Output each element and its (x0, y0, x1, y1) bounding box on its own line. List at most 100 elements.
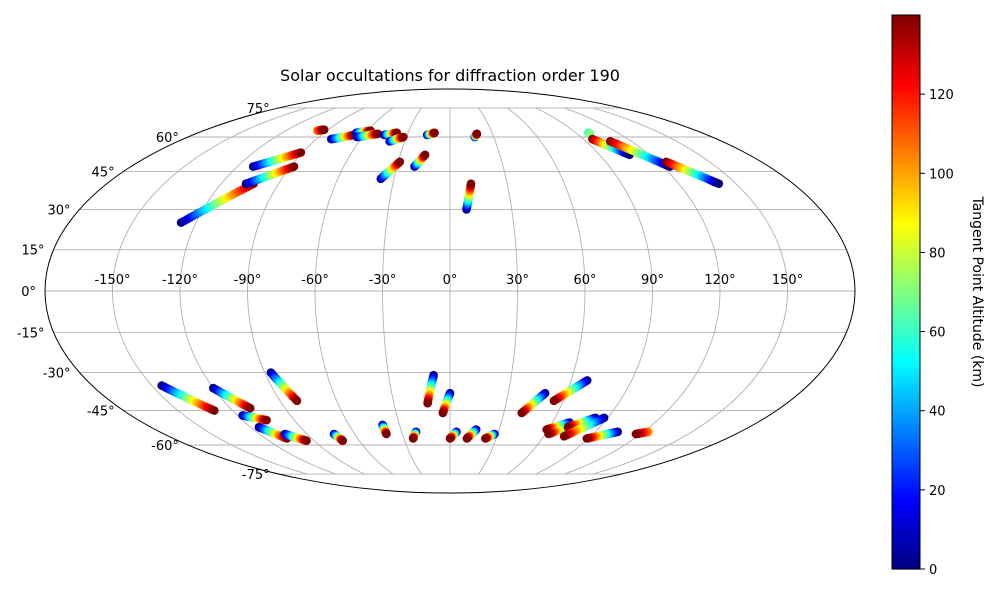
occultation-track (462, 179, 476, 214)
occultation-track (248, 148, 306, 171)
colorbar-segment (892, 386, 920, 392)
occultation-track (423, 370, 438, 408)
colorbar-segment (892, 208, 920, 214)
colorbar-segment (892, 169, 920, 174)
occultation-track (481, 429, 499, 443)
track-point (445, 434, 455, 443)
colorbar-segment (892, 398, 920, 404)
colorbar-segment (892, 474, 920, 479)
colorbar-segment (892, 454, 920, 459)
colorbar-segment (892, 323, 920, 329)
colorbar-segment (892, 236, 920, 242)
occultation-track (238, 411, 271, 425)
colorbar-segment (892, 347, 920, 352)
colorbar-segment (892, 240, 920, 246)
track-point (292, 396, 302, 406)
colorbar-tick-label: 100 (929, 167, 954, 182)
colorbar-segment (892, 319, 920, 325)
colorbar-segment (892, 355, 920, 360)
colorbar-segment (892, 307, 920, 313)
colorbar-segment (892, 70, 920, 75)
occultation-tracks (157, 125, 724, 446)
colorbar-segment (892, 426, 920, 432)
occultation-track (582, 427, 623, 443)
colorbar-segment (892, 549, 920, 554)
occultation-track (352, 129, 383, 142)
track-point (549, 396, 559, 406)
lon-tick-label: 150° (772, 273, 803, 288)
colorbar-segment (892, 200, 920, 206)
lat-tick-label: 15° (22, 244, 45, 259)
colorbar-tick-label: 80 (929, 246, 946, 261)
track-point (420, 150, 430, 160)
occultation-track (445, 427, 461, 443)
track-point (289, 162, 299, 171)
occultation-track (462, 425, 481, 443)
colorbar-segment (892, 359, 920, 364)
colorbar-segment (892, 86, 920, 91)
colorbar-segment (892, 252, 920, 257)
colorbar-segment (892, 367, 920, 372)
colorbar-segment (892, 50, 920, 56)
colorbar-segment (892, 450, 920, 455)
occultation-track (327, 130, 359, 144)
colorbar-segment (892, 529, 920, 534)
colorbar-segment (892, 466, 920, 471)
occultation-track (438, 388, 455, 418)
track-point (559, 432, 569, 441)
track-point (395, 157, 405, 167)
track-point (296, 148, 306, 157)
colorbar-segment (892, 185, 920, 190)
occultation-track (241, 162, 299, 188)
track-point (302, 436, 311, 446)
colorbar-segment (892, 327, 920, 333)
lat-tick-label: -60° (151, 439, 179, 454)
colorbar-segment (892, 565, 920, 570)
colorbar-segment (892, 295, 920, 301)
occultation-track (631, 427, 653, 439)
colorbar-segment (892, 141, 920, 147)
colorbar-segment (892, 446, 920, 451)
colorbar-segment (892, 256, 920, 261)
lon-tick-label: -150° (94, 273, 130, 288)
colorbar-segment (892, 74, 920, 79)
lon-tick-label: 0° (443, 273, 458, 288)
colorbar-segment (892, 26, 920, 32)
track-point (319, 125, 329, 134)
colorbar-segment (892, 493, 920, 499)
colorbar-segment (892, 351, 920, 356)
colorbar-segment (892, 545, 920, 550)
colorbar-segment (892, 438, 920, 443)
colorbar-segment (892, 224, 920, 230)
colorbar-segment (892, 129, 920, 135)
occultation-track (559, 413, 609, 441)
lon-tick-label: -120° (162, 273, 198, 288)
colorbar-segment (892, 161, 920, 166)
colorbar-segment (892, 284, 920, 289)
colorbar-segment (892, 197, 920, 202)
colorbar-segment (892, 521, 920, 527)
colorbar-segment (892, 379, 920, 384)
track-point (481, 434, 490, 443)
graticule (45, 107, 855, 475)
occultation-track (549, 376, 592, 406)
colorbar-segment (892, 260, 920, 265)
lon-tick-label: -60° (301, 273, 329, 288)
colorbar-tick-label: 20 (929, 484, 946, 499)
plot-area: -150° -120° -90° -60° -30° 0° 30° 60° 90° 120° 150… (17, 88, 856, 494)
lon-tick-label: 90° (641, 273, 664, 288)
colorbar-segment (892, 30, 920, 36)
occultation-track (209, 383, 255, 413)
colorbar-segment (892, 173, 920, 178)
lat-tick-label: -15° (17, 326, 45, 341)
lat-tick-label: 60° (156, 131, 179, 146)
colorbar-segment (892, 54, 920, 60)
occultation-track (312, 125, 329, 135)
colorbar-segment (892, 339, 920, 345)
colorbar-segment (892, 375, 920, 380)
colorbar-segment (892, 216, 920, 222)
colorbar-segment (892, 121, 920, 127)
colorbar-segment (892, 276, 920, 281)
colorbar-segment (892, 383, 920, 388)
occultation-track (157, 381, 219, 415)
